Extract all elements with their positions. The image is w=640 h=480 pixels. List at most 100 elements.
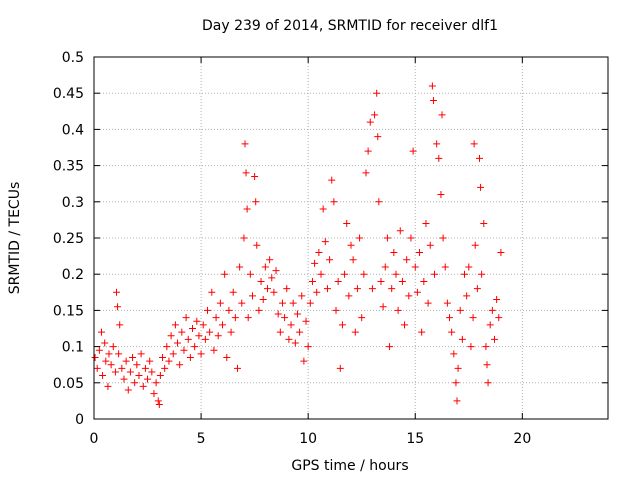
data-point [289,299,297,307]
data-point [263,285,271,293]
y-tick-label: 0.3 [62,195,84,211]
data-point [381,263,389,271]
data-point [144,375,152,383]
data-point [152,379,160,387]
data-point [107,361,115,369]
data-point [368,285,376,293]
data-point [323,285,331,293]
data-point [448,328,456,336]
data-point [477,183,485,191]
data-point [351,328,359,336]
data-point [488,306,496,314]
data-point [463,292,471,300]
data-point [438,111,446,119]
data-point [159,353,167,361]
data-point [255,306,263,314]
data-point [315,248,323,256]
data-point [471,241,479,249]
data-point [178,328,186,336]
data-point [461,270,469,278]
data-point [104,382,112,390]
data-point [383,234,391,242]
data-point [124,386,132,394]
data-point [135,372,143,380]
data-point [167,332,175,340]
data-point [219,321,226,329]
data-point [287,321,295,329]
data-point [272,267,280,275]
data-point [129,353,137,361]
data-point [407,234,415,242]
axis-ticks: 0 5 10 15 20 0 0.05 0.1 0.15 0.2 0.25 0.3 0.35 0.4 0.4… [53,50,608,447]
data-point [201,335,209,343]
data-point [176,361,184,369]
data-point [450,350,458,358]
y-tick-label: 0.1 [62,340,84,356]
data-point [298,292,306,300]
data-point [330,198,338,206]
data-point [248,292,256,300]
data-point [424,299,432,307]
data-point [356,234,364,242]
data-point [204,306,212,314]
data-point [332,306,340,314]
data-point [374,133,382,141]
data-point [437,191,445,199]
data-point [105,350,113,358]
data-point [182,314,190,322]
data-point [428,82,436,90]
x-tick-label: 20 [513,431,531,447]
data-point [171,321,179,329]
data-point [347,241,355,249]
data-point [184,335,192,343]
data-point [394,306,402,314]
data-point [101,339,109,347]
data-point [115,350,123,358]
data-point [189,325,197,332]
data-point [208,288,216,296]
data-point [413,288,421,296]
data-point [118,364,126,372]
data-point [225,306,233,314]
data-point [180,346,188,354]
data-point [259,296,267,304]
data-point [317,270,325,278]
data-point [120,375,128,383]
data-point [251,172,259,180]
data-points [91,82,505,409]
y-tick-label: 0.45 [53,86,84,102]
data-point [476,154,483,162]
data-point [360,270,368,278]
data-point [276,328,284,336]
data-point [483,361,491,369]
data-point [343,220,351,228]
data-point [278,299,286,307]
data-point [373,89,381,97]
data-point [210,346,218,354]
data-point [308,277,316,285]
data-point [482,343,490,351]
data-point [274,310,282,318]
data-point [165,357,173,365]
data-point [495,314,503,322]
data-point [490,335,498,343]
data-point [238,299,246,307]
data-point [221,270,229,278]
data-point [122,357,130,365]
data-point [379,303,387,311]
data-point [99,372,107,380]
data-point [396,227,404,235]
data-point [195,332,203,340]
data-point [97,328,105,336]
data-point [429,96,437,104]
data-point [131,379,139,387]
data-point [433,140,441,148]
data-point [242,169,250,177]
x-tick-label: 5 [197,431,206,447]
data-point [266,256,274,264]
grid-lines [94,57,608,419]
data-point [375,198,383,206]
data-point [174,339,182,347]
data-point [111,368,119,376]
